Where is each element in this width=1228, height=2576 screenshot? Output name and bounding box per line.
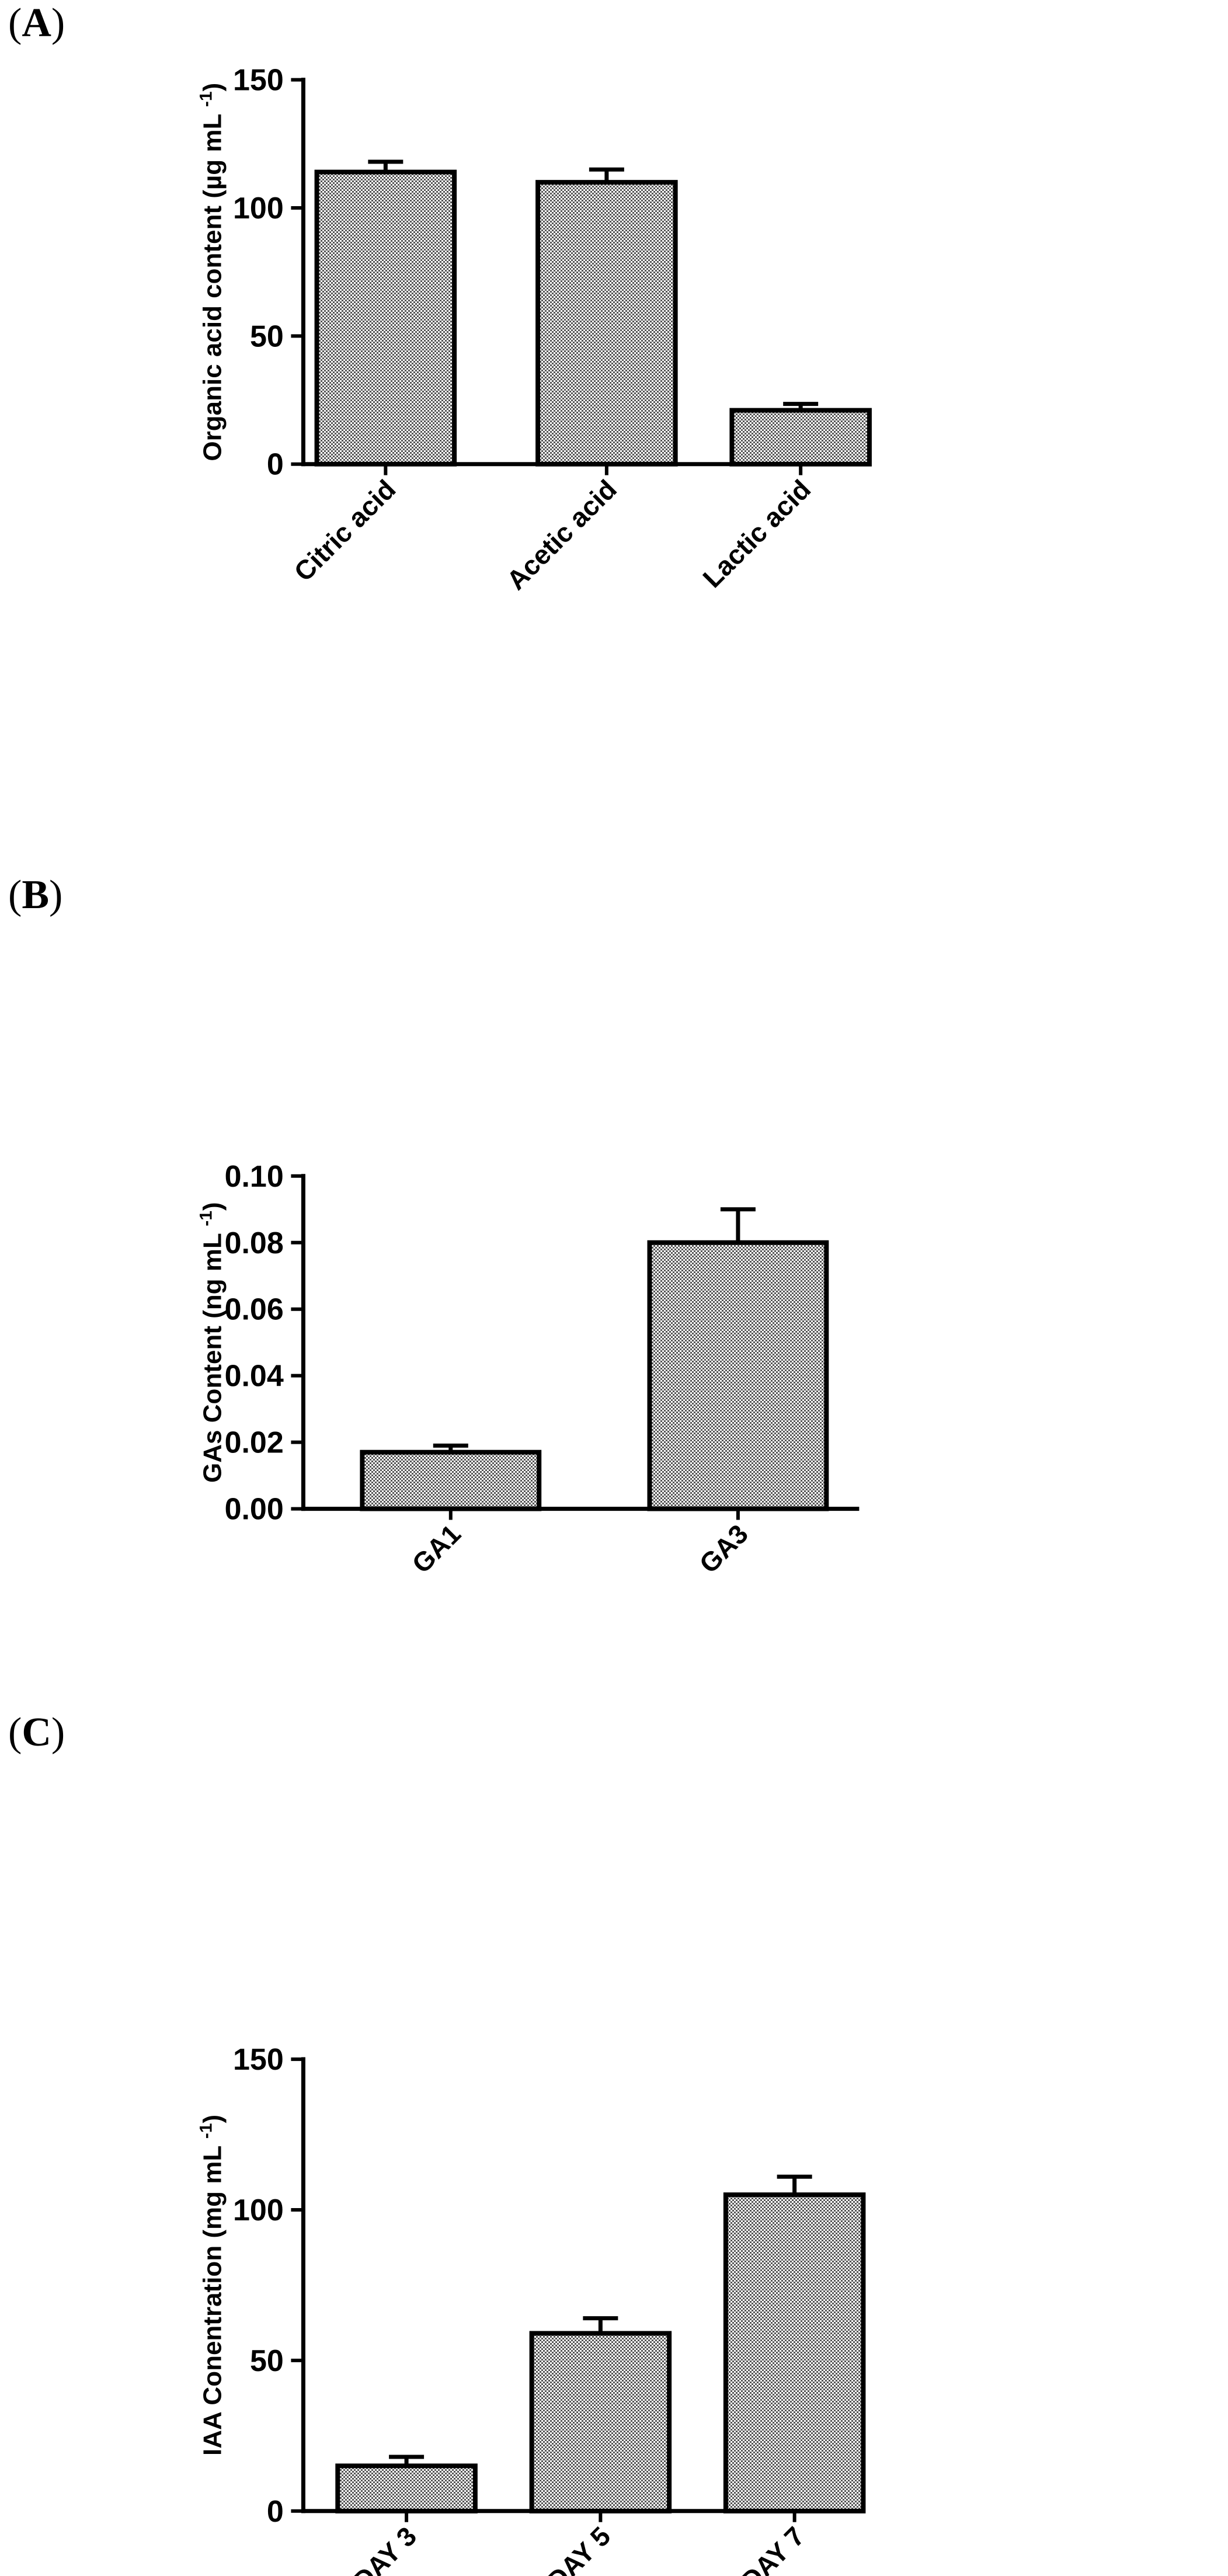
plot-area: DAY 3 DAY 5 DAY 7 0 50 100 150 IAA Conentration… <box>197 2043 866 2576</box>
x-tick-label-2: Acetic acid <box>500 474 622 596</box>
y-tick-label-2: 50 <box>250 2344 284 2378</box>
y-tick-label-1: 0 <box>267 2495 284 2529</box>
y-axis-label: IAA Conentration (mg mL -1) <box>197 2115 227 2456</box>
chart-b: GA1 GA3 0.00 0.02 0.04 0.06 0.08 0.10 GAs Conten… <box>197 1160 860 1579</box>
x-tick-label-3: Lactic acid <box>697 474 816 593</box>
panel-label-b: (B) <box>8 872 63 917</box>
bar-2 <box>647 1240 829 1511</box>
y-tick-label-2: 50 <box>250 319 284 353</box>
y-tick-label-4: 0.06 <box>225 1293 284 1327</box>
y-tick-label-3: 100 <box>233 2193 284 2227</box>
panel-label-c: (C) <box>8 1710 65 1755</box>
y-tick-label-1: 0 <box>267 448 284 482</box>
x-tick-label-2: DAY 5 <box>541 2521 616 2576</box>
chart-c: DAY 3 DAY 5 DAY 7 0 50 100 150 IAA Conentration… <box>197 2043 866 2576</box>
y-axis-label: Organic acid content (µg mL -1) <box>197 83 227 461</box>
panel-label-a: (A) <box>8 1 65 46</box>
plot-area: GA1 GA3 0.00 0.02 0.04 0.06 0.08 0.10 GAs Conten… <box>197 1160 860 1579</box>
bar-3 <box>729 408 872 467</box>
x-tick-label-1: DAY 3 <box>347 2521 422 2576</box>
bar-2 <box>535 180 678 467</box>
x-tick-label-3: DAY 7 <box>735 2521 810 2576</box>
y-axis-label: GAs Content (ng mL -1) <box>197 1202 227 1483</box>
y-tick-label-3: 100 <box>233 192 284 225</box>
plot-area: Citric acid Acetic acid Lactic acid 0 50 100 1… <box>197 64 872 596</box>
y-tick-label-4: 150 <box>233 2043 284 2077</box>
y-tick-label-5: 0.08 <box>225 1226 284 1260</box>
x-tick-label-1: Citric acid <box>288 474 401 587</box>
y-tick-label-1: 0.00 <box>225 1493 284 1527</box>
chart-a: Citric acid Acetic acid Lactic acid 0 50 100 1… <box>197 64 872 596</box>
x-tick-label-2: GA3 <box>693 1518 754 1579</box>
y-tick-label-6: 0.10 <box>225 1160 284 1194</box>
y-tick-label-2: 0.02 <box>225 1426 284 1460</box>
y-tick-label-4: 150 <box>233 64 284 98</box>
y-tick-label-3: 0.04 <box>225 1360 284 1393</box>
x-tick-label-1: GA1 <box>406 1518 467 1579</box>
bar-1 <box>360 1449 542 1511</box>
bar-1 <box>335 2463 478 2514</box>
bar-1 <box>314 169 457 467</box>
bar-2 <box>529 2331 672 2514</box>
bar-3 <box>723 2192 866 2514</box>
